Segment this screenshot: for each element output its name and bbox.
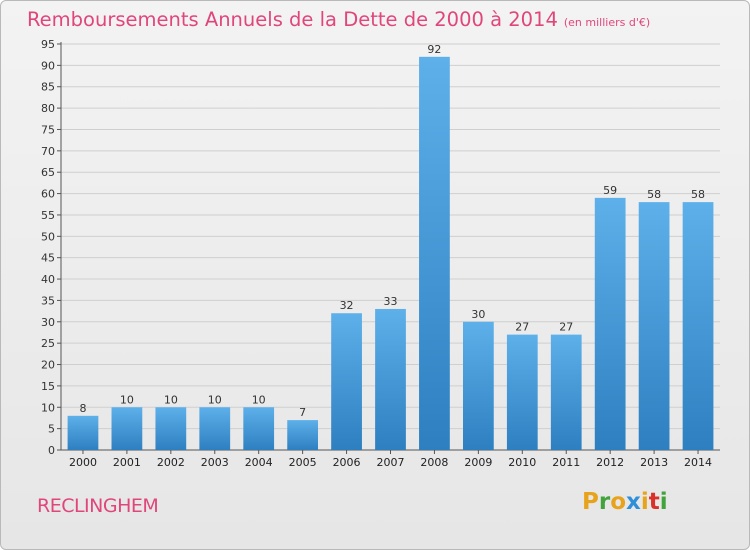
labels: 0 5 10 15 20 25 30 35 40 45 50 55 60 65 70 75 80 85 90 95 8 2… <box>41 38 712 469</box>
bar <box>243 407 275 450</box>
bar-value-label: 59 <box>603 184 617 197</box>
bar-value-label: 58 <box>647 188 661 201</box>
bar-value-label: 10 <box>120 393 134 406</box>
y-tick-label: 15 <box>41 380 55 393</box>
bar <box>287 420 319 450</box>
y-tick-label: 35 <box>41 294 55 307</box>
y-tick-label: 70 <box>41 145 55 158</box>
bar-value-label: 32 <box>340 299 354 312</box>
y-tick-label: 95 <box>41 38 55 51</box>
bar <box>462 321 494 450</box>
bars <box>67 56 714 451</box>
x-tick-label: 2010 <box>508 456 536 469</box>
logo-letter: i <box>640 489 649 515</box>
bar-value-label: 10 <box>208 393 222 406</box>
chart-unit: (en milliers d'€) <box>563 16 651 29</box>
bar <box>638 202 670 450</box>
chart-title: Remboursements Annuels de la Dette de 20… <box>27 8 650 31</box>
y-tick-label: 85 <box>41 81 55 94</box>
bar-value-label: 30 <box>471 308 485 321</box>
bar-value-label: 27 <box>559 321 573 334</box>
logo-letter: P <box>582 489 599 515</box>
y-tick-label: 40 <box>41 273 55 286</box>
bar <box>331 313 362 450</box>
x-tick-label: 2012 <box>596 456 624 469</box>
x-tick-label: 2006 <box>333 456 361 469</box>
bar-value-label: 58 <box>691 188 705 201</box>
y-tick-label: 50 <box>41 230 55 243</box>
x-tick-label: 2013 <box>640 456 668 469</box>
y-tick-label: 90 <box>41 59 55 72</box>
y-tick-label: 80 <box>41 102 55 115</box>
proxiti-logo: Proxiti <box>582 489 668 515</box>
logo-letter: o <box>610 489 627 515</box>
logo-letter: t <box>648 489 660 515</box>
logo-letter: i <box>659 489 668 515</box>
logo-letter: r <box>598 489 611 515</box>
bar <box>550 334 582 450</box>
y-tick-label: 55 <box>41 209 55 222</box>
x-tick-label: 2003 <box>201 456 229 469</box>
y-tick-label: 20 <box>41 359 55 372</box>
bar <box>682 202 714 450</box>
x-tick-label: 2014 <box>684 456 712 469</box>
x-tick-label: 2001 <box>113 456 141 469</box>
x-tick-label: 2011 <box>552 456 580 469</box>
y-tick-label: 0 <box>48 444 55 457</box>
x-tick-label: 2000 <box>69 456 97 469</box>
bar-value-label: 27 <box>515 321 529 334</box>
bar <box>155 407 187 450</box>
x-tick-label: 2004 <box>245 456 273 469</box>
logo-letter: x <box>626 489 641 515</box>
bar-value-label: 10 <box>164 393 178 406</box>
bar-value-label: 33 <box>384 295 398 308</box>
bar <box>419 56 450 451</box>
commune-name: RECLINGHEM <box>37 495 159 517</box>
x-tick-label: 2002 <box>157 456 185 469</box>
x-tick-label: 2008 <box>420 456 448 469</box>
bar <box>199 407 231 450</box>
bar-value-label: 7 <box>299 406 306 419</box>
y-tick-label: 30 <box>41 316 55 329</box>
x-tick-label: 2009 <box>464 456 492 469</box>
chart-title-text: Remboursements Annuels de la Dette de 20… <box>27 8 558 31</box>
x-tick-label: 2007 <box>377 456 405 469</box>
bar <box>375 308 406 450</box>
y-tick-label: 5 <box>48 423 55 436</box>
bar-value-label: 92 <box>427 43 441 56</box>
y-tick-label: 25 <box>41 337 55 350</box>
y-tick-label: 75 <box>41 123 55 136</box>
x-tick-label: 2005 <box>289 456 317 469</box>
y-tick-label: 60 <box>41 188 55 201</box>
y-tick-label: 65 <box>41 166 55 179</box>
y-tick-label: 45 <box>41 252 55 265</box>
y-tick-label: 10 <box>41 401 55 414</box>
bar-value-label: 10 <box>252 393 266 406</box>
bar <box>506 334 538 450</box>
bar <box>67 415 99 450</box>
bar <box>111 407 143 450</box>
bar-value-label: 8 <box>79 402 86 415</box>
bar <box>594 197 626 450</box>
